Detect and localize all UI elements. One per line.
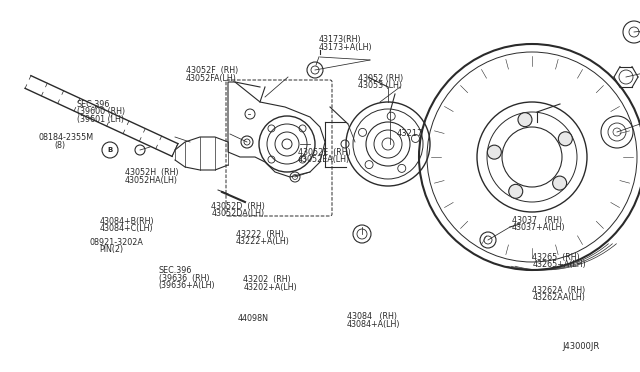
Text: PIN(2): PIN(2) [99, 246, 124, 254]
Circle shape [509, 185, 523, 198]
Text: 43052EA(LH): 43052EA(LH) [298, 155, 349, 164]
Text: 43202+A(LH): 43202+A(LH) [243, 283, 297, 292]
Text: 43037+A(LH): 43037+A(LH) [512, 223, 566, 232]
Circle shape [487, 145, 501, 159]
Text: 43173+A(LH): 43173+A(LH) [319, 43, 372, 52]
Text: 43052HA(LH): 43052HA(LH) [125, 176, 178, 185]
Text: (39636  (RH): (39636 (RH) [159, 274, 209, 283]
Text: 43084+A(LH): 43084+A(LH) [347, 320, 401, 329]
Circle shape [552, 176, 566, 190]
Text: (39601 (LH): (39601 (LH) [77, 115, 124, 124]
Text: (39600 (RH): (39600 (RH) [77, 107, 125, 116]
Circle shape [518, 113, 532, 126]
Text: 43173(RH): 43173(RH) [319, 35, 362, 44]
Text: (39636+A(LH): (39636+A(LH) [159, 281, 215, 290]
Text: 43052FA(LH): 43052FA(LH) [186, 74, 236, 83]
Text: 43037   (RH): 43037 (RH) [512, 216, 562, 225]
Text: 44098N: 44098N [238, 314, 269, 323]
Text: 43217: 43217 [397, 129, 423, 138]
Text: 43052DA(LH): 43052DA(LH) [211, 209, 264, 218]
Text: 43084+C(LH): 43084+C(LH) [99, 224, 153, 233]
Text: 43052F  (RH): 43052F (RH) [186, 66, 238, 75]
Text: 43053 (LH): 43053 (LH) [358, 81, 403, 90]
Text: SEC.396: SEC.396 [77, 100, 110, 109]
Text: B: B [108, 147, 113, 153]
Text: 43052 (RH): 43052 (RH) [358, 74, 404, 83]
Text: 43084   (RH): 43084 (RH) [347, 312, 397, 321]
Text: 43222  (RH): 43222 (RH) [236, 230, 284, 239]
Text: 08921-3202A: 08921-3202A [90, 238, 143, 247]
Text: 08184-2355M: 08184-2355M [38, 133, 93, 142]
Text: SEC.396: SEC.396 [159, 266, 192, 275]
Text: 43265+A(LH): 43265+A(LH) [532, 260, 586, 269]
Text: 43262AA(LH): 43262AA(LH) [532, 293, 586, 302]
Text: 43202  (RH): 43202 (RH) [243, 275, 291, 284]
Text: 43052E  (RH): 43052E (RH) [298, 148, 350, 157]
Circle shape [558, 132, 572, 146]
Text: 43222+A(LH): 43222+A(LH) [236, 237, 289, 246]
Text: 43262A  (RH): 43262A (RH) [532, 286, 586, 295]
Text: 43052H  (RH): 43052H (RH) [125, 169, 179, 177]
Text: 43084+B(RH): 43084+B(RH) [99, 217, 154, 226]
Text: 43265  (RH): 43265 (RH) [532, 253, 580, 262]
Text: (8): (8) [54, 141, 65, 150]
Text: 43052D  (RH): 43052D (RH) [211, 202, 265, 211]
Text: J43000JR: J43000JR [562, 342, 599, 351]
